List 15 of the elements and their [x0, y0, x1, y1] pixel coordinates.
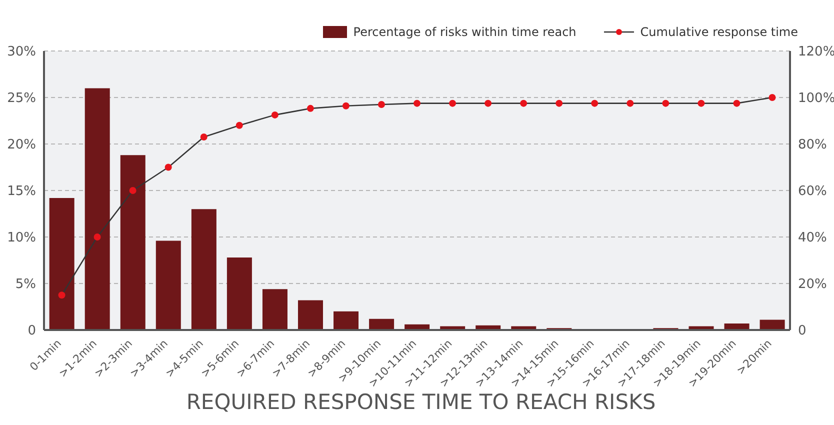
y-tick-label: 10%: [7, 230, 36, 246]
y2-tick-label: 60%: [798, 184, 827, 200]
y-tick-label: 20%: [7, 138, 36, 153]
y2-tick-label: 40%: [798, 230, 827, 246]
y-tick-label: 25%: [7, 91, 36, 106]
y2-tick-label: 0: [798, 324, 806, 339]
y-tick-label: 15%: [7, 184, 36, 200]
y2-tick-label: 20%: [798, 277, 827, 292]
text: REQUIRED RESPONSE TIME TO REACH RISKS: [185, 390, 657, 414]
y2-tick-label: 80%: [798, 138, 827, 153]
y-tick-label: 0: [28, 324, 36, 339]
legend-label: Percentage of risks within time reach: [352, 25, 576, 39]
legend-label: Cumulative response time: [639, 25, 798, 39]
y-tick-label: 5%: [15, 277, 36, 292]
y-tick-label: 30%: [7, 44, 36, 60]
